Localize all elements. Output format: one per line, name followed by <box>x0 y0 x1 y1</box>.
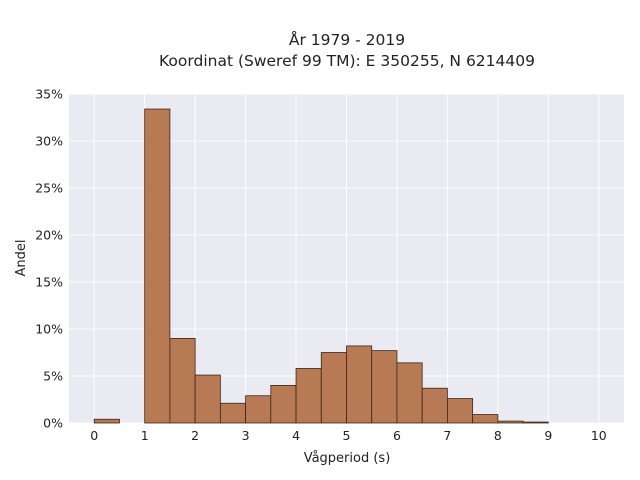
histogram-bar <box>295 368 322 424</box>
x-tick-label: 9 <box>544 428 552 443</box>
x-tick-label: 2 <box>191 428 199 443</box>
histogram-bar <box>219 402 246 424</box>
y-tick-label: 10% <box>35 322 63 337</box>
histogram-bar <box>346 345 373 424</box>
x-tick-label: 5 <box>343 428 351 443</box>
histogram-bar <box>396 362 423 424</box>
histogram-bar <box>270 384 297 424</box>
histogram-bar <box>194 374 221 424</box>
histogram-bar <box>371 350 398 424</box>
histogram-bar <box>421 387 448 424</box>
y-axis-ticks: 0% 5% 10% 15% 20% 25% 30% 35% <box>35 87 63 431</box>
chart-title-line-1: År 1979 - 2019 <box>289 30 405 49</box>
x-tick-label: 10 <box>591 428 607 443</box>
x-axis-label: Vågperiod (s) <box>304 451 391 466</box>
histogram-bar <box>497 420 524 424</box>
y-tick-label: 25% <box>35 181 63 196</box>
x-tick-label: 4 <box>292 428 300 443</box>
histogram-bars <box>93 108 549 424</box>
y-tick-label: 35% <box>35 87 63 102</box>
x-tick-label: 8 <box>494 428 502 443</box>
histogram-bar <box>93 418 120 424</box>
x-tick-label: 6 <box>393 428 401 443</box>
y-tick-label: 15% <box>35 275 63 290</box>
histogram-bar <box>472 414 499 424</box>
histogram-bar <box>522 421 549 424</box>
histogram-bar <box>169 337 196 424</box>
histogram-bar <box>245 395 272 424</box>
x-tick-label: 7 <box>443 428 451 443</box>
x-axis-ticks: 0 1 2 3 4 5 6 7 8 9 10 <box>90 428 607 443</box>
chart-title-line-2: Koordinat (Sweref 99 TM): E 350255, N 62… <box>159 52 535 70</box>
x-tick-label: 3 <box>242 428 250 443</box>
x-tick-label: 1 <box>141 428 149 443</box>
histogram-bar <box>144 108 171 424</box>
y-tick-label: 5% <box>43 369 63 384</box>
y-tick-label: 0% <box>43 416 63 431</box>
x-tick-label: 0 <box>90 428 98 443</box>
grid-lines <box>69 93 624 424</box>
histogram-bar <box>320 352 347 424</box>
y-tick-label: 20% <box>35 228 63 243</box>
histogram-bar <box>447 398 474 424</box>
y-axis-label: Andel <box>14 240 29 277</box>
y-tick-label: 30% <box>35 134 63 149</box>
